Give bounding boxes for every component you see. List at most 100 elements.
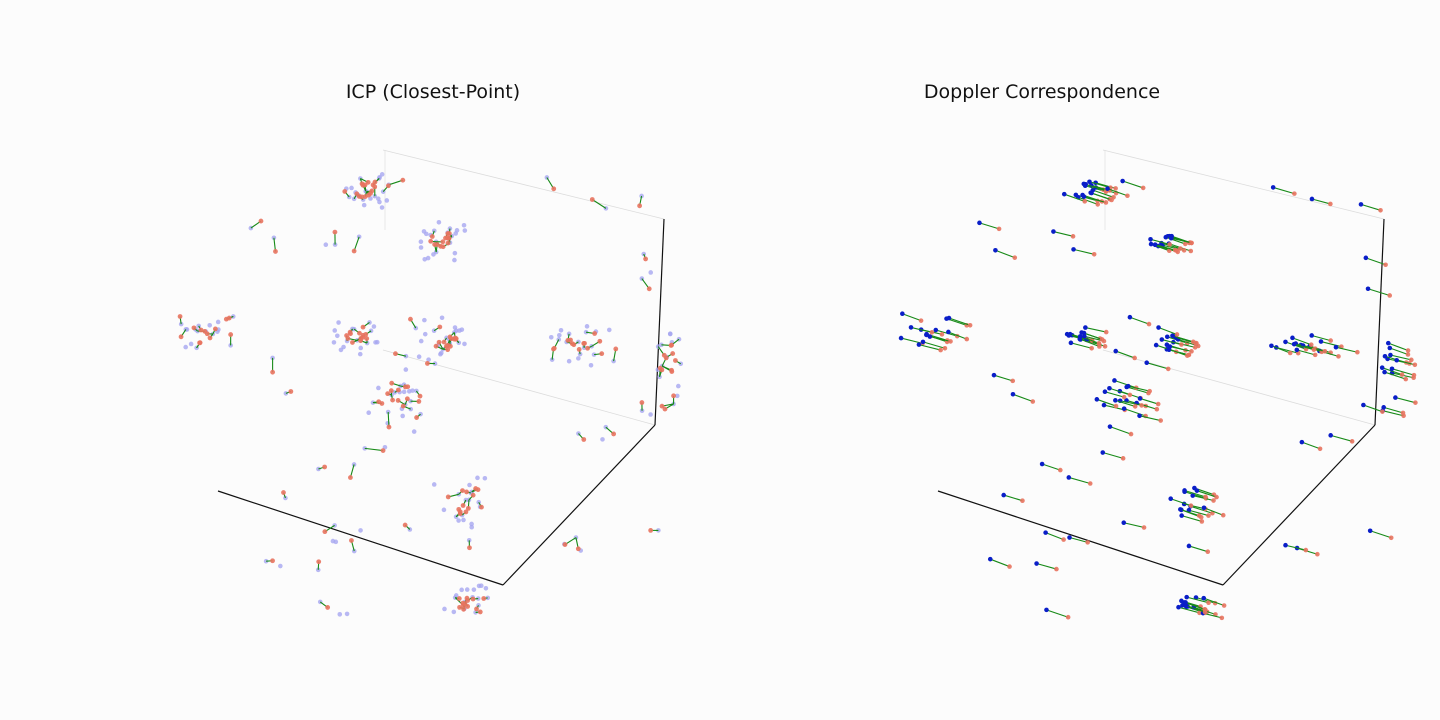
target-point (557, 333, 562, 338)
target-point (372, 193, 378, 199)
source-point (1091, 252, 1097, 257)
target-point (1328, 433, 1333, 438)
correspondence-line (1285, 544, 1306, 551)
source-point (1113, 403, 1119, 409)
target-point (1044, 607, 1049, 613)
target-point (475, 475, 480, 481)
correspondence-line (918, 344, 941, 351)
target-point (993, 247, 998, 253)
source-point (441, 339, 447, 345)
source-point (364, 336, 370, 342)
source-point (1140, 185, 1146, 191)
target-point (344, 611, 350, 617)
target-point (657, 374, 662, 380)
source-point (1147, 388, 1152, 394)
correspondence-line (1064, 193, 1085, 202)
target-point (456, 518, 461, 523)
source-point (929, 330, 935, 335)
target-point (379, 205, 385, 210)
source-point (1127, 392, 1133, 398)
target-point (1112, 378, 1117, 383)
correspondence-line (1069, 536, 1088, 543)
source-point (460, 600, 466, 606)
source-point (370, 182, 376, 188)
source-point (662, 406, 668, 412)
target-point (467, 482, 472, 488)
correspondence-line (1083, 332, 1103, 340)
source-point (648, 527, 654, 533)
target-point (1283, 339, 1288, 345)
source-point (465, 505, 471, 511)
chart-title: ICP (Closest-Point) (345, 81, 521, 103)
correspondence-line (1296, 349, 1316, 356)
correspondence-line (1195, 596, 1216, 604)
target-point (453, 231, 458, 236)
correspondence-line (1129, 316, 1150, 325)
target-point (188, 341, 194, 347)
correspondence-line (1365, 257, 1386, 266)
correspondence-line (1068, 476, 1091, 485)
source-point (437, 324, 443, 330)
target-point (431, 482, 437, 487)
correspondence-line (1123, 522, 1145, 529)
source-point (1211, 498, 1216, 503)
source-point (349, 538, 354, 543)
target-point (1010, 391, 1016, 397)
source-point (1303, 547, 1309, 553)
source-point (1409, 357, 1414, 363)
correspondence-line (1114, 379, 1137, 389)
source-point (433, 343, 439, 349)
target-point (1184, 594, 1189, 600)
target-point (648, 270, 654, 275)
source-point (207, 335, 213, 341)
correspondence-line (1389, 347, 1409, 355)
source-point (475, 487, 481, 493)
source-point (228, 332, 234, 337)
correspondence-line (1184, 489, 1206, 498)
source-point (1054, 566, 1059, 572)
target-point (1194, 488, 1200, 493)
correspondence-line (1311, 198, 1331, 205)
target-point (215, 319, 221, 325)
target-point (676, 383, 681, 389)
source-point (1355, 349, 1360, 355)
target-point (1358, 202, 1364, 207)
target-point (358, 528, 363, 533)
target-point (357, 351, 363, 357)
source-point (639, 400, 645, 405)
source-point (351, 248, 357, 254)
target-point (453, 328, 459, 334)
source-point (1380, 409, 1385, 414)
target-point (1051, 229, 1056, 234)
source-point (461, 606, 467, 612)
target-point (441, 507, 447, 513)
target-point (461, 222, 467, 228)
source-point (1206, 600, 1211, 606)
target-point (184, 327, 190, 332)
correspondence-line (388, 179, 404, 186)
source-point (562, 542, 568, 547)
source-point (1089, 345, 1094, 351)
target-point (425, 255, 431, 261)
correspondence-line (1122, 180, 1144, 189)
source-point (1165, 366, 1171, 372)
source-point (403, 384, 408, 390)
target-point (462, 228, 468, 233)
source-point (1199, 519, 1205, 524)
target-point (1152, 242, 1158, 247)
target-point (452, 257, 457, 263)
source-point (360, 324, 366, 330)
correspondence-line (1003, 494, 1023, 502)
source-point (1189, 349, 1194, 354)
correspondence-line (1120, 400, 1142, 406)
correspondence-line (1184, 491, 1207, 499)
source-point (1146, 321, 1152, 327)
source-point (1412, 362, 1418, 368)
source-point (470, 492, 476, 498)
correspondence-line (990, 558, 1010, 568)
target-point (1183, 600, 1188, 605)
target-point (1299, 439, 1305, 445)
target-point (1087, 179, 1092, 185)
target-point (416, 354, 422, 360)
source-point (1128, 431, 1134, 437)
